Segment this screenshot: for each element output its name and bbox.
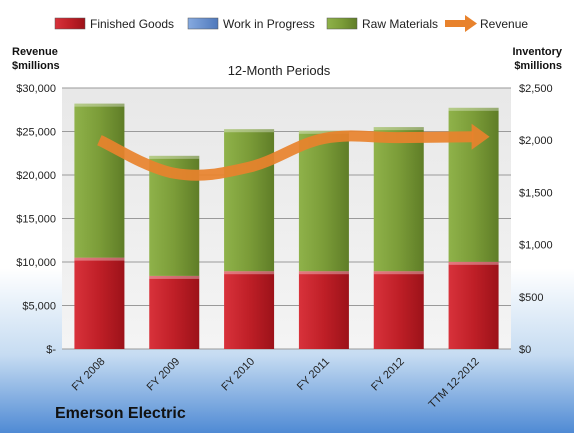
revenue-arrowhead [471,123,490,150]
right-tick-label: $2,000 [519,135,553,147]
legend-arrow-revenue [465,15,477,32]
left-tick-label: $5,000 [22,301,56,313]
legend-swatch-finished-goods [54,17,86,30]
bar-top-highlight [74,257,125,261]
revenue-line [97,130,474,181]
bar-finished-goods [373,271,424,349]
left-tick-label: $20,000 [16,170,56,182]
right-axis-title-line2: $millions [514,60,562,72]
bar-top-highlight [298,271,349,275]
bar-finished-goods [298,271,349,349]
bar-raw-materials [298,130,349,272]
left-tick-label: $30,000 [16,83,56,95]
bar-finished-goods [149,275,200,349]
legend-swatch-work-in-progress [187,17,219,30]
left-axis-title-line1: Revenue [12,46,58,58]
left-tick-label: $10,000 [16,257,56,269]
right-tick-label: $500 [519,292,543,304]
right-tick-label: $2,500 [519,83,553,95]
legend-swatch-revenue [445,20,465,27]
legend-swatch-raw-materials [326,17,358,30]
left-axis-title-line2: $millions [12,60,60,72]
company-name: Emerson Electric [55,405,186,422]
legend-label-work-in-progress: Work in Progress [223,17,315,31]
right-tick-label: $1,000 [519,240,553,252]
bar-top-highlight [149,275,200,279]
right-tick-label: $0 [519,344,531,356]
legend: Finished Goods Work in Progress Raw Materi… [54,15,528,32]
bar-finished-goods [224,271,275,349]
bar-top-highlight [448,107,499,111]
bar-top-highlight [224,271,275,275]
bar-top-highlight [373,127,424,131]
bar-top-highlight [149,155,200,159]
bar-top-highlight [224,129,275,133]
left-tick-label: $25,000 [16,127,56,139]
bar-raw-materials [373,127,424,272]
bar-top-highlight [298,130,349,134]
left-tick-label: $15,000 [16,214,56,226]
left-tick-label: $- [46,344,56,356]
bar-top-highlight [373,271,424,275]
legend-label-raw-materials: Raw Materials [362,17,438,31]
right-axis-ticks: $0 $500 $1,000 $1,500 $2,000 $2,500 [519,83,553,356]
bar-series-group [74,103,499,349]
legend-label-finished-goods: Finished Goods [90,17,174,31]
bar-finished-goods [448,261,499,349]
bar-finished-goods [74,257,125,349]
revenue-line-group [97,123,490,181]
bar-raw-materials [224,129,275,272]
right-axis-title-line1: Inventory [512,46,562,58]
bar-raw-materials [74,103,125,258]
bar-top-highlight [448,261,499,265]
left-axis-ticks: $- $5,000 $10,000 $15,000 $20,000 $25,000 $30,… [16,83,56,356]
bar-top-highlight [74,103,125,107]
grid-lines [62,87,511,350]
chart-subtitle: 12-Month Periods [228,63,331,78]
right-tick-label: $1,500 [519,187,553,199]
legend-label-revenue: Revenue [480,17,528,31]
